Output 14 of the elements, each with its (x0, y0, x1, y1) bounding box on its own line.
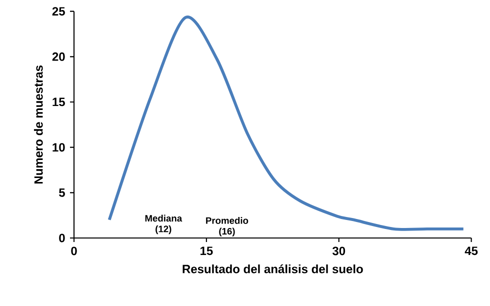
y-axis-title: Numero de muestras (34, 65, 43, 184)
y-tick-label: 15 (52, 98, 65, 106)
y-tick-label: 20 (52, 52, 65, 61)
y-tick-label: 10 (52, 143, 65, 152)
x-tick-label: 0 (71, 246, 77, 256)
x-tick-label: 15 (200, 246, 213, 256)
x-tick-label: 45 (464, 246, 478, 256)
annotation: Mediana (12) (145, 214, 182, 234)
annotation: Promedio (16) (206, 217, 248, 236)
y-tick-label: 5 (59, 188, 65, 197)
y-tick-label: 0 (59, 234, 65, 242)
x-axis-title: Resultado del análisis del suelo (182, 264, 363, 274)
y-tick-label: 25 (52, 7, 65, 16)
x-tick-label: 30 (332, 246, 346, 256)
